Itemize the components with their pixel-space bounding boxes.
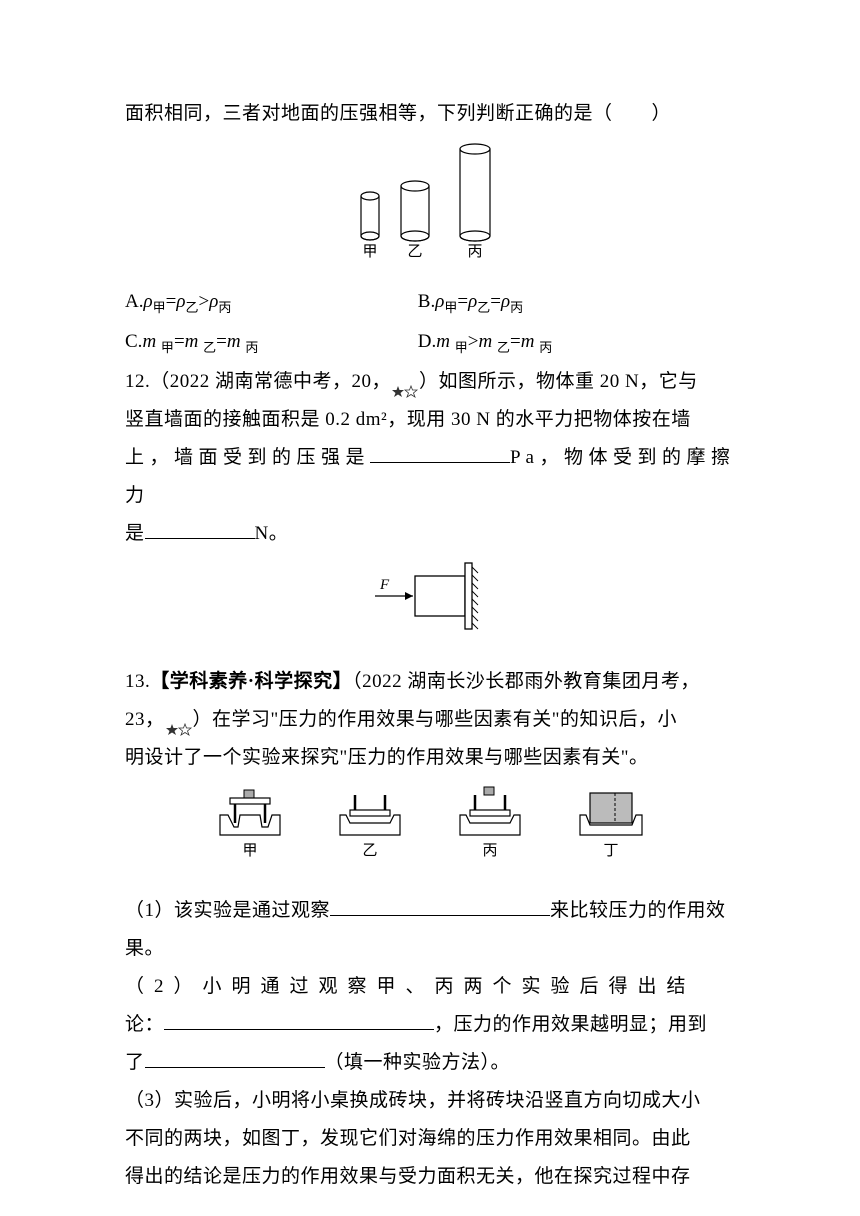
svg-text:F: F [379, 577, 390, 593]
q13-figure: 甲 乙 丙 丁 [125, 785, 735, 884]
q11-options-row1: A.ρ甲=ρ乙>ρ丙 B.ρ甲=ρ乙=ρ丙 [125, 283, 735, 321]
q13-sub3b: 不同的两块，如图丁，发现它们对海绵的压力作用效果相同。由此 [125, 1120, 735, 1158]
blank-pressure [370, 462, 510, 463]
q13-sub2d: 了（填一种实验方法）。 [125, 1044, 735, 1082]
q12-line2: 竖直墙面的接触面积是 0.2 dm²，现用 30 N 的水平力把物体按在墙 [125, 401, 735, 439]
q12-line1: 12.（2022 湖南常德中考，20，）如图所示，物体重 20 N，它与 [125, 363, 735, 401]
q11-figure: 甲 乙 丙 [125, 141, 735, 275]
q13-sub3a: （3）实验后，小明将小桌换成砖块，并将砖块沿竖直方向切成大小 [125, 1082, 735, 1120]
q12-figure: F [125, 561, 735, 655]
svg-text:丙: 丙 [467, 244, 482, 260]
star-icon [165, 713, 193, 729]
svg-text:甲: 甲 [242, 843, 257, 859]
option-b: B.ρ甲=ρ乙=ρ丙 [418, 283, 735, 321]
option-c: C.m 甲=m 乙=m 丙 [125, 323, 418, 361]
svg-text:乙: 乙 [362, 843, 377, 859]
q13-sub2a: （2）小明通过观察甲、丙两个实验后得出结 [125, 968, 735, 1006]
svg-text:乙: 乙 [407, 244, 422, 260]
q13-sub3c: 得出的结论是压力的作用效果与受力面积无关，他在探究过程中存 [125, 1158, 735, 1196]
q13-sub2b: 论：，压力的作用效果越明显；用到 [125, 1006, 735, 1044]
q13-line3: 明设计了一个实验来探究"压力的作用效果与哪些因素有关"。 [125, 739, 735, 777]
q12-line4: 是N。 [125, 515, 735, 553]
q13-tag: 【学科素养·科学探究】 [150, 671, 352, 692]
q13-sub1: （1）该实验是通过观察来比较压力的作用效 [125, 892, 735, 930]
option-d: D.m 甲>m 乙=m 丙 [418, 323, 735, 361]
q11-options-row2: C.m 甲=m 乙=m 丙 D.m 甲>m 乙=m 丙 [125, 323, 735, 361]
q13-line2: 23，）在学习"压力的作用效果与哪些因素有关"的知识后，小 [125, 701, 735, 739]
star-icon [391, 375, 419, 391]
blank-method [145, 1067, 325, 1068]
svg-text:丙: 丙 [482, 843, 497, 859]
option-a: A.ρ甲=ρ乙>ρ丙 [125, 283, 418, 321]
svg-text:甲: 甲 [362, 244, 377, 260]
blank-conclusion [164, 1029, 434, 1030]
svg-text:丁: 丁 [603, 843, 618, 859]
q12-line3: 上，墙面受到的压强是Pa，物体受到的摩擦力 [125, 439, 735, 515]
q11-text: 面积相同，三者对地面的压强相等，下列判断正确的是（ ） [125, 95, 735, 133]
blank-friction [145, 538, 255, 539]
q13-sub1c: 果。 [125, 930, 735, 968]
q13-line1: 13.【学科素养·科学探究】（2022 湖南长沙长郡雨外教育集团月考， [125, 663, 735, 701]
blank-observe [330, 915, 550, 916]
